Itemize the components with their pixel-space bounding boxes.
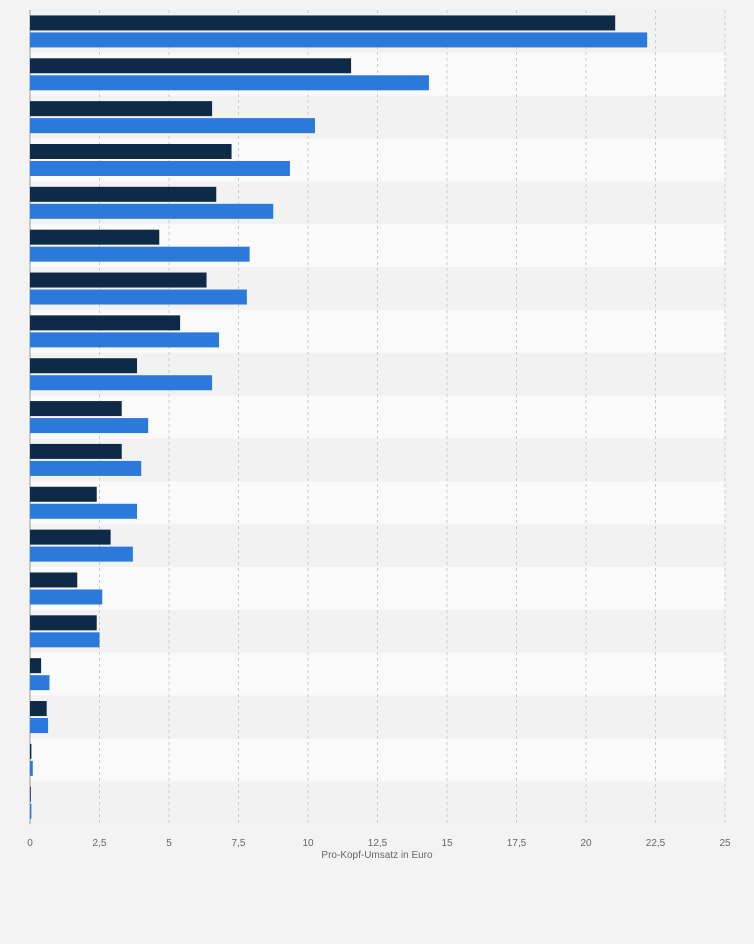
x-tick-label: 0 [27,838,33,849]
bar-series-2 [30,675,50,691]
bar-series-2 [30,332,220,348]
bar-series-2 [30,418,149,434]
bar-series-2 [30,803,32,819]
bar-series-1 [30,486,97,502]
bar-series-1 [30,529,111,545]
bar-series-1 [30,615,97,631]
bar-series-1 [30,743,32,759]
x-tick-label: 25 [719,838,731,849]
bar-series-2 [30,632,100,648]
bar-series-2 [30,160,290,176]
x-tick-label: 2,5 [93,838,107,849]
bar-series-1 [30,401,122,417]
x-tick-label: 12,5 [368,838,388,849]
bar-series-1 [30,315,181,331]
x-tick-label: 15 [441,838,453,849]
bar-series-2 [30,118,315,134]
bar-series-1 [30,186,217,202]
bar-series-1 [30,358,138,374]
bar-series-1 [30,701,47,717]
x-tick-label: 22,5 [646,838,666,849]
x-tick-labels: 0 2,5 5 7,5 10 12,5 15 17,5 20 22,5 25 [27,838,731,849]
bar-series-1 [30,658,42,674]
bar-series-1 [30,58,352,74]
bar-series-2 [30,32,648,48]
bar-series-1 [30,143,232,159]
bars [30,15,648,819]
bar-series-2 [30,289,247,305]
bar-series-1 [30,443,122,459]
bar-series-1 [30,229,160,245]
x-tick-label: 17,5 [507,838,527,849]
x-tick-label: 20 [580,838,592,849]
bar-series-2 [30,203,274,219]
bar-series-2 [30,760,33,776]
bar-series-2 [30,246,250,262]
bar-series-2 [30,589,103,605]
bar-series-1 [30,101,213,117]
bar-series-1 [30,786,31,802]
bar-series-2 [30,75,429,91]
bar-series-1 [30,272,207,288]
x-axis-label: Pro-Kopf-Umsatz in Euro [321,850,433,861]
bar-series-2 [30,375,213,391]
x-tick-label: 7,5 [232,838,246,849]
bar-series-1 [30,15,616,31]
bar-series-2 [30,546,133,562]
bar-series-1 [30,572,78,588]
x-tick-label: 10 [302,838,314,849]
bar-series-2 [30,503,138,519]
bar-series-2 [30,718,49,734]
bar-series-2 [30,460,142,476]
x-tick-label: 5 [166,838,172,849]
